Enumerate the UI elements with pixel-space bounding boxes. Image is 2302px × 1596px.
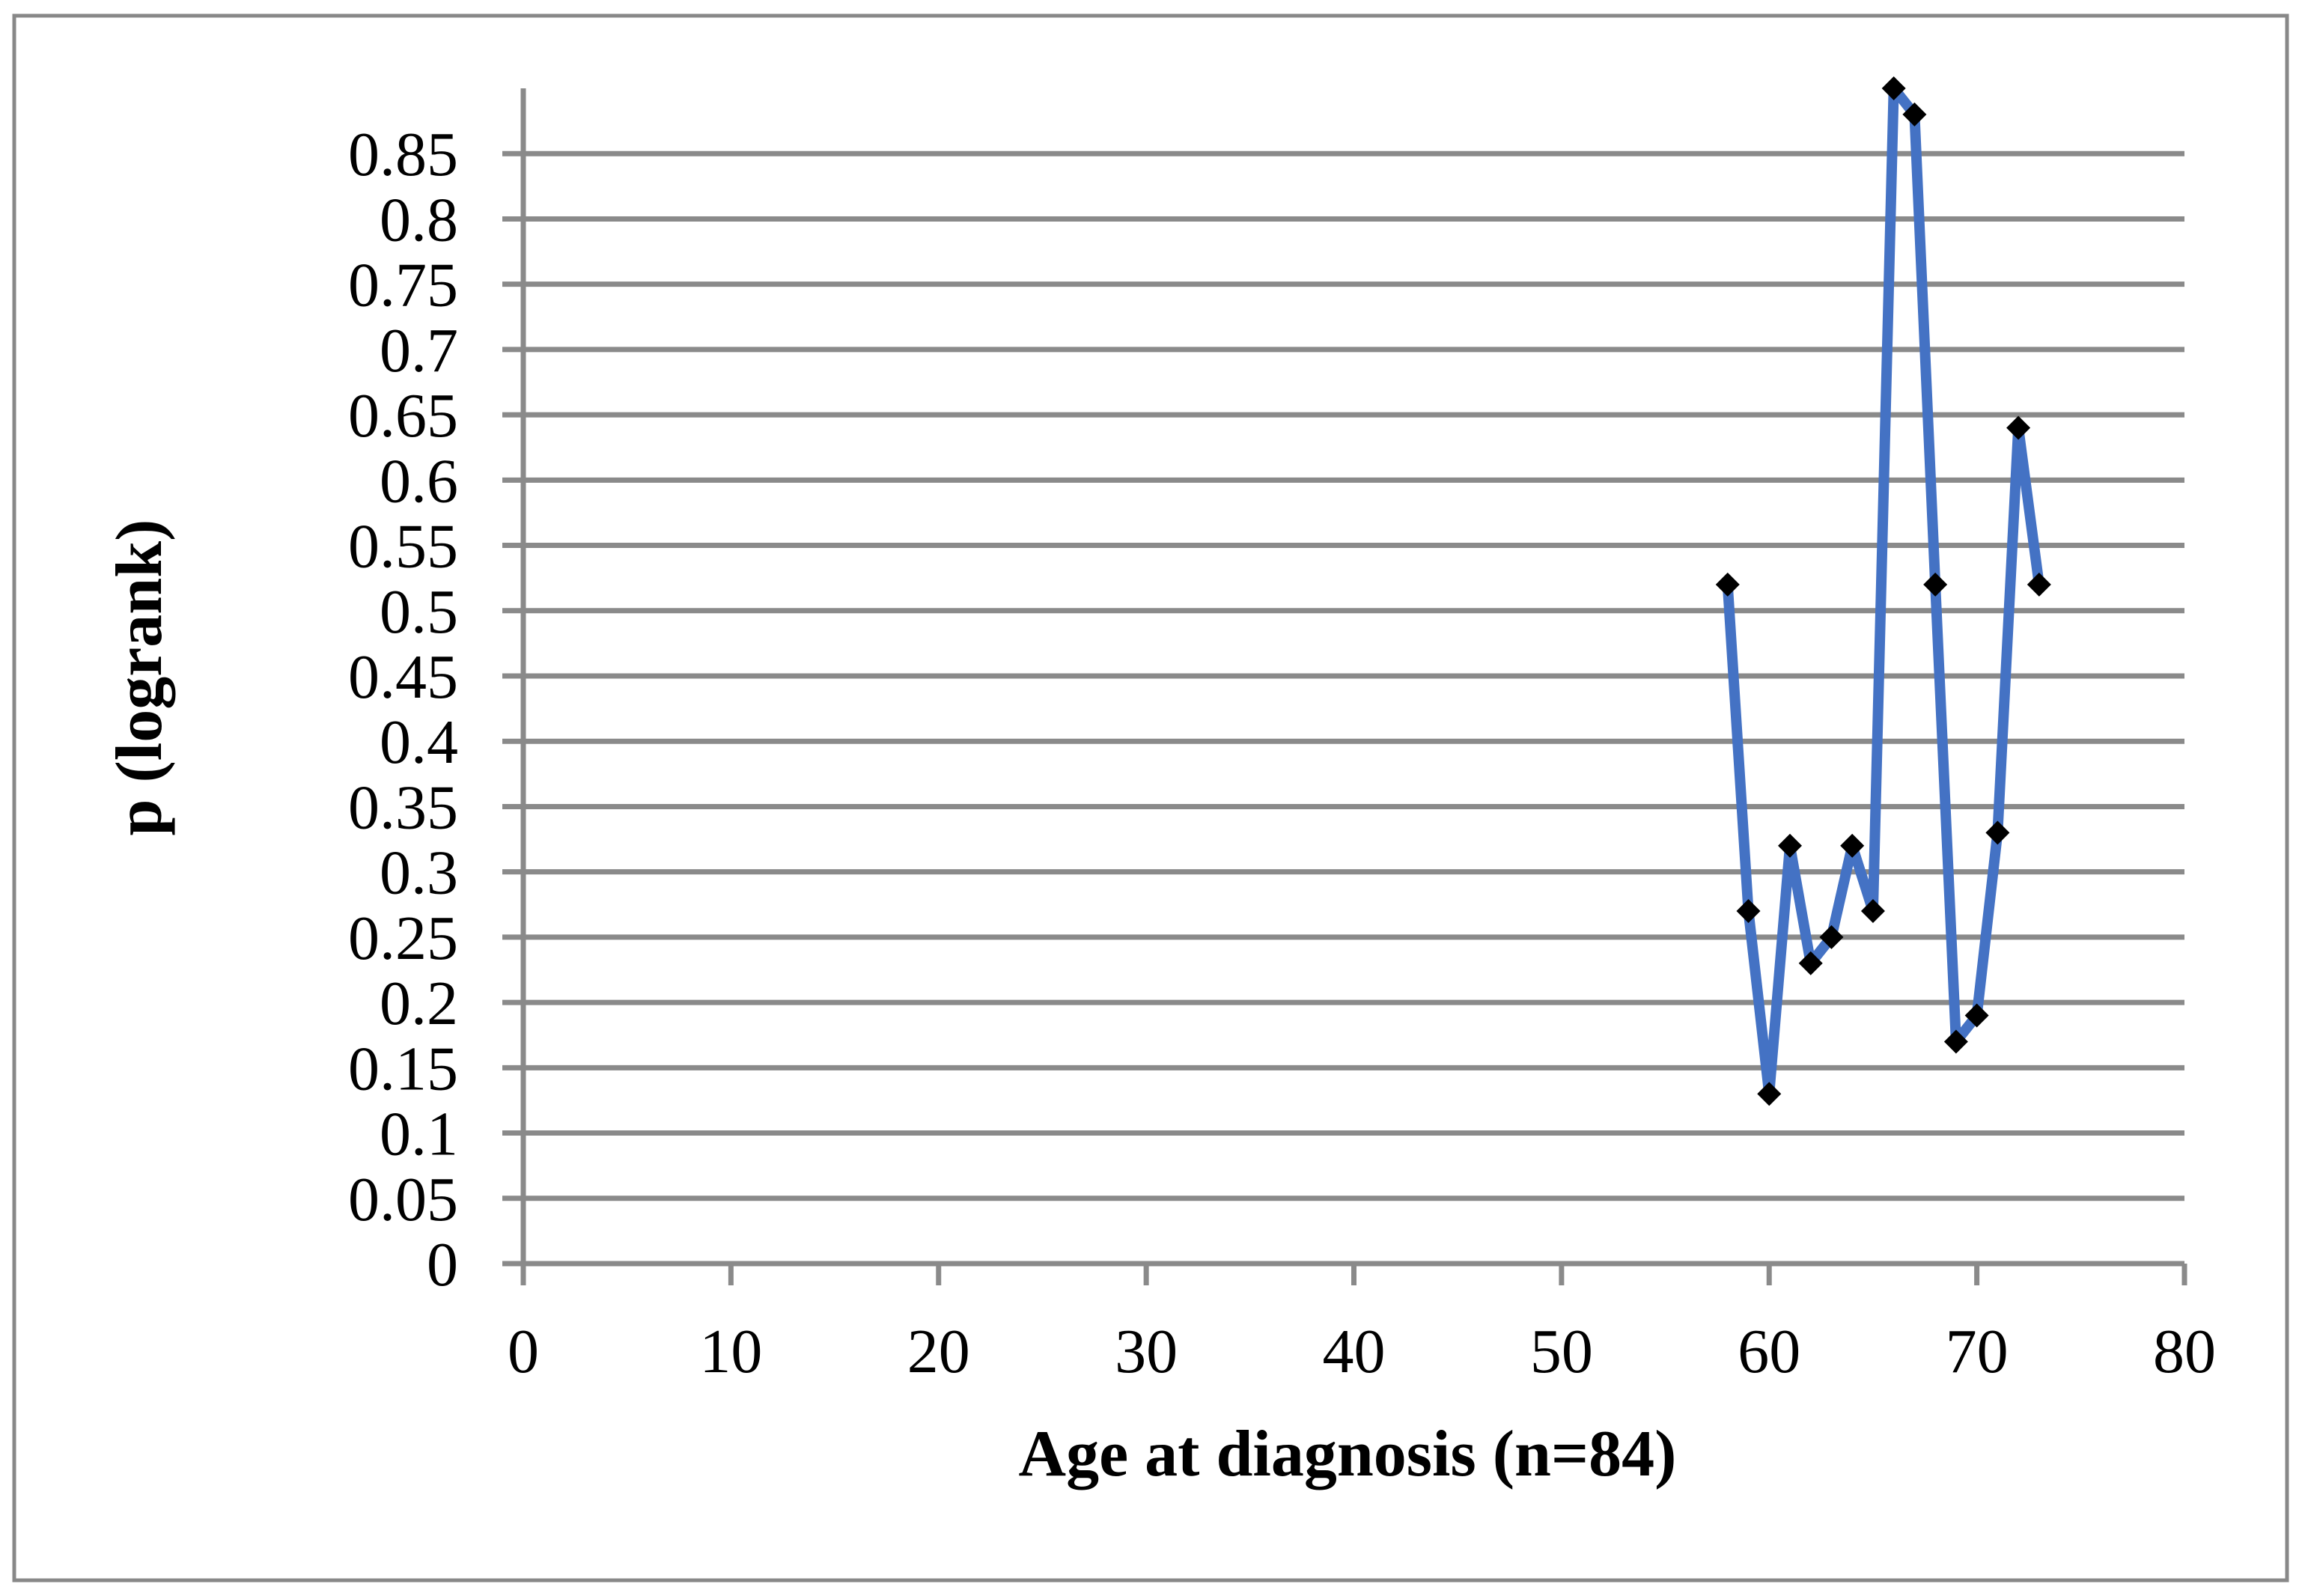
x-ticks xyxy=(520,1264,2187,1285)
y-tick-label: 0.55 xyxy=(348,512,458,582)
y-tick-label: 0.5 xyxy=(380,577,458,647)
y-tick-label: 0.75 xyxy=(348,251,458,320)
data-point-marker xyxy=(1943,1029,1968,1054)
data-point-marker xyxy=(1715,572,1740,597)
data-point-marker xyxy=(1819,925,1844,949)
y-tick-label: 0.3 xyxy=(380,838,458,908)
x-tick-label: 70 xyxy=(1946,1317,2009,1386)
data-point-marker xyxy=(1902,102,1927,127)
data-point-marker xyxy=(1777,833,1802,858)
data-point-marker xyxy=(2006,415,2031,440)
data-point-marker xyxy=(1881,76,1906,100)
y-tick-label: 0.85 xyxy=(348,120,458,189)
x-tick-label: 80 xyxy=(2153,1317,2216,1386)
data-point-marker xyxy=(1840,833,1865,858)
x-tick-label: 30 xyxy=(1115,1317,1178,1386)
x-tick-label: 40 xyxy=(1323,1317,1386,1386)
y-tick-label: 0.4 xyxy=(380,707,458,777)
series-group xyxy=(1722,83,2044,1100)
x-tick-labels: 0 10 20 30 40 50 60 70 80 xyxy=(508,1317,2216,1386)
x-tick-label: 50 xyxy=(1530,1317,1593,1386)
y-tick-label: 0.05 xyxy=(348,1165,458,1234)
x-tick-label: 0 xyxy=(508,1317,539,1386)
series-line xyxy=(1722,83,2044,1100)
y-tick-label: 0.6 xyxy=(380,446,458,516)
data-point-marker xyxy=(1798,951,1823,975)
y-tick-label: 0 xyxy=(427,1230,458,1300)
data-point-marker xyxy=(1860,899,1885,923)
markers-group xyxy=(1715,76,2051,1106)
data-point-marker xyxy=(1736,899,1761,923)
y-tick-label: 0.8 xyxy=(380,185,458,255)
x-tick-label: 20 xyxy=(907,1317,970,1386)
y-tick-label: 0.45 xyxy=(348,642,458,712)
y-ticks xyxy=(502,150,523,1267)
x-tick-label: 10 xyxy=(699,1317,762,1386)
data-point-marker xyxy=(1923,572,1948,597)
y-tick-labels: 00.050.10.150.20.250.30.350.40.450.50.55… xyxy=(348,120,458,1300)
y-tick-label: 0.25 xyxy=(348,904,458,973)
y-tick-label: 0.2 xyxy=(380,969,458,1038)
data-point-marker xyxy=(1985,820,2010,845)
data-point-marker xyxy=(1964,1003,1989,1028)
y-tick-label: 0.35 xyxy=(348,773,458,842)
data-point-marker xyxy=(2027,572,2051,597)
figure-border xyxy=(12,13,2289,1583)
x-tick-label: 60 xyxy=(1738,1317,1800,1386)
y-tick-label: 0.65 xyxy=(348,381,458,451)
data-point-marker xyxy=(1757,1082,1782,1106)
y-tick-label: 0.1 xyxy=(380,1100,458,1169)
y-tick-label: 0.15 xyxy=(348,1034,458,1103)
x-axis-title: Age at diagnosis (n=84) xyxy=(1019,1418,1677,1490)
gridlines xyxy=(523,150,2184,1201)
y-axis-title: p (logrank) xyxy=(103,520,176,836)
y-tick-label: 0.7 xyxy=(380,316,458,386)
